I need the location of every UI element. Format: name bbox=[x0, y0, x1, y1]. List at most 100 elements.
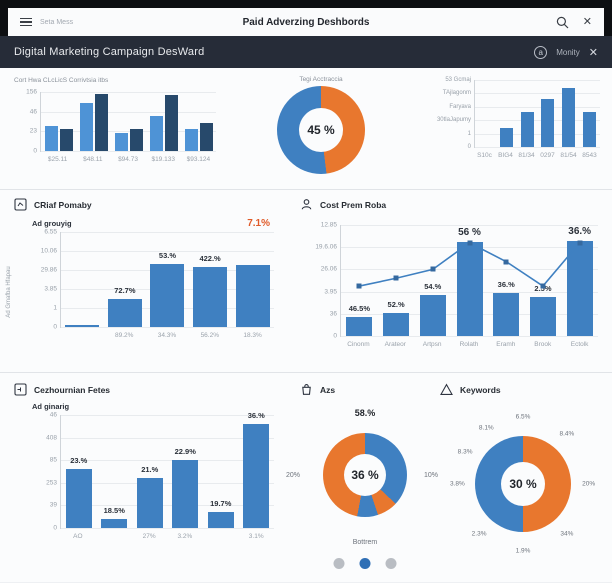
gridline bbox=[41, 151, 216, 152]
campaign-bar-chart: 53 Gcmaj TAjlagonm Faryava 30tlaJapumy 1 0 S1… bbox=[437, 77, 600, 159]
ring-label: 8.3% bbox=[457, 448, 473, 456]
bar-value-label: 52.% bbox=[387, 299, 405, 309]
gridline bbox=[61, 251, 274, 252]
gridline bbox=[61, 327, 274, 328]
x-tick-label: Artpsn bbox=[422, 341, 442, 348]
bar bbox=[419, 294, 446, 336]
bar-cell: 54.% bbox=[414, 225, 451, 336]
bar-cell: 23.% bbox=[61, 415, 97, 528]
y-tick-label: 6.55 bbox=[44, 228, 57, 236]
bar-cell: 56 % bbox=[451, 225, 488, 336]
y-tick-label: 12.85 bbox=[320, 221, 337, 229]
panel-conversion-rates: Cezhournian Fetes Ad ginarig 46 408 85 253 3… bbox=[0, 373, 290, 582]
segment-label-right: 10% bbox=[423, 472, 438, 479]
monity-button[interactable]: Monity bbox=[556, 47, 580, 57]
bar bbox=[65, 469, 92, 528]
menu-icon[interactable] bbox=[20, 17, 32, 27]
gridline bbox=[475, 133, 600, 135]
gridline bbox=[61, 232, 274, 233]
bar bbox=[107, 298, 142, 327]
bar bbox=[129, 128, 143, 151]
plot-area: 46 408 85 253 39 0 23.% 18.5% 21.% 22.9% 19.7% 36.% bbox=[46, 411, 275, 532]
bar-cell: 36.% bbox=[239, 411, 275, 528]
line-marker bbox=[393, 275, 399, 281]
bar bbox=[193, 267, 228, 327]
x-tick-label: 8543 bbox=[582, 152, 597, 159]
bar bbox=[207, 512, 234, 528]
bar-cell bbox=[61, 232, 104, 327]
ring-label: 20% bbox=[582, 480, 596, 488]
bars: 23.% 18.5% 21.% 22.9% 19.7% 36.% bbox=[61, 411, 275, 528]
x-tick-label bbox=[60, 332, 103, 339]
bar bbox=[59, 129, 73, 151]
chart-title: Tegi Acctraccia bbox=[299, 76, 343, 83]
x-tick-label: $93.124 bbox=[186, 156, 211, 163]
y-tick-label: 253 bbox=[46, 479, 57, 487]
header-actions: a Monity ✕ bbox=[534, 45, 598, 59]
x-axis-labels: AO 27% 3.2% 3.1% bbox=[60, 533, 274, 540]
bar-value-label: 36.% bbox=[247, 411, 265, 421]
donut-hole bbox=[344, 454, 386, 496]
y-tick-label: Faryava bbox=[449, 103, 471, 110]
gridline bbox=[61, 505, 274, 507]
panel-title: Cezhournian Fetes bbox=[34, 384, 111, 395]
pagination-dot[interactable] bbox=[333, 558, 345, 569]
x-tick-label: 3.1% bbox=[248, 533, 264, 540]
bar-value-label: 53.% bbox=[158, 251, 177, 261]
bar-cell bbox=[475, 80, 496, 147]
bar-group bbox=[76, 92, 111, 151]
y-tick-label: 85 bbox=[49, 456, 57, 464]
panel-header: Keywords bbox=[440, 383, 606, 396]
search-icon[interactable] bbox=[556, 16, 569, 29]
bar bbox=[541, 98, 555, 147]
bar-value-label: 18.5% bbox=[103, 505, 125, 515]
plot-area: 6.55 10.06 29.86 3.85 1 0 72.7% 53.% 422.% 7.1% bbox=[41, 218, 274, 331]
bar bbox=[114, 133, 128, 151]
bar-value-label: 21.% bbox=[141, 465, 159, 475]
chart-square-icon bbox=[14, 383, 27, 396]
donut-chart: 36 % bbox=[323, 433, 407, 517]
bars: 46.5% 52.% 54.% 56 % 36.% 2.5% 36.% bbox=[341, 225, 598, 336]
bar-cell: 36.% bbox=[488, 225, 525, 336]
x-tick-label: 81/34 bbox=[518, 152, 535, 159]
gridline bbox=[341, 336, 598, 337]
monity-badge-icon[interactable]: a bbox=[534, 45, 548, 59]
panel-ads-donut: Azs 58.% 10% 20% Bottrem 36 % bbox=[286, 373, 440, 582]
gridline bbox=[341, 225, 598, 226]
x-tick-label: 18.3% bbox=[243, 332, 262, 339]
bar-cell bbox=[537, 80, 558, 147]
bar-group bbox=[41, 92, 76, 151]
bar-cell bbox=[579, 80, 600, 147]
x-axis-labels: $25.11 $48.11 $94.73 $19.133 $93.124 bbox=[40, 156, 216, 163]
x-tick-label: 81/54 bbox=[560, 152, 577, 159]
y-axis-title: Ad Gmafba Hfapau bbox=[6, 266, 12, 318]
bar bbox=[456, 241, 483, 336]
window-close-icon[interactable]: ✕ bbox=[582, 15, 592, 28]
donut-wrap: 45 % bbox=[222, 83, 420, 174]
bar bbox=[520, 112, 534, 147]
line-marker bbox=[577, 240, 583, 246]
dashboard-header: Digital Marketing Campaign DesWard a Mon… bbox=[0, 36, 612, 68]
panel-keywords-donut: Keywords 30 % 6.5% 8.4% 20% 34% 1.9% 2.3% 3.8%… bbox=[440, 373, 612, 582]
gridline bbox=[61, 437, 274, 439]
y-tick-label: 0 bbox=[53, 323, 57, 331]
bar-group bbox=[111, 92, 146, 151]
bar-cell: 2.5% bbox=[525, 225, 562, 336]
gridline bbox=[475, 147, 600, 148]
x-tick-label: Cinonm bbox=[347, 341, 370, 348]
bar bbox=[583, 112, 597, 147]
x-tick-label: 34.3% bbox=[157, 332, 177, 339]
x-tick-label bbox=[96, 533, 132, 540]
header-close-icon[interactable]: ✕ bbox=[588, 46, 598, 59]
pagination-dot[interactable] bbox=[385, 558, 397, 569]
panel-header: CRiaf Pomaby bbox=[14, 198, 280, 211]
gridline bbox=[61, 482, 274, 484]
bar bbox=[150, 264, 185, 327]
bar-cell: 52.% bbox=[378, 225, 415, 336]
bar-group bbox=[146, 92, 181, 151]
pagination-dot[interactable] bbox=[359, 558, 371, 569]
gridline bbox=[61, 415, 274, 416]
ad-group-bar-chart: 6.55 10.06 29.86 3.85 1 0 72.7% 53.% 422.% 7.1% 8… bbox=[41, 218, 274, 339]
y-tick-label: 26.06 bbox=[320, 265, 337, 273]
y-tick-label: 1 bbox=[467, 130, 471, 137]
